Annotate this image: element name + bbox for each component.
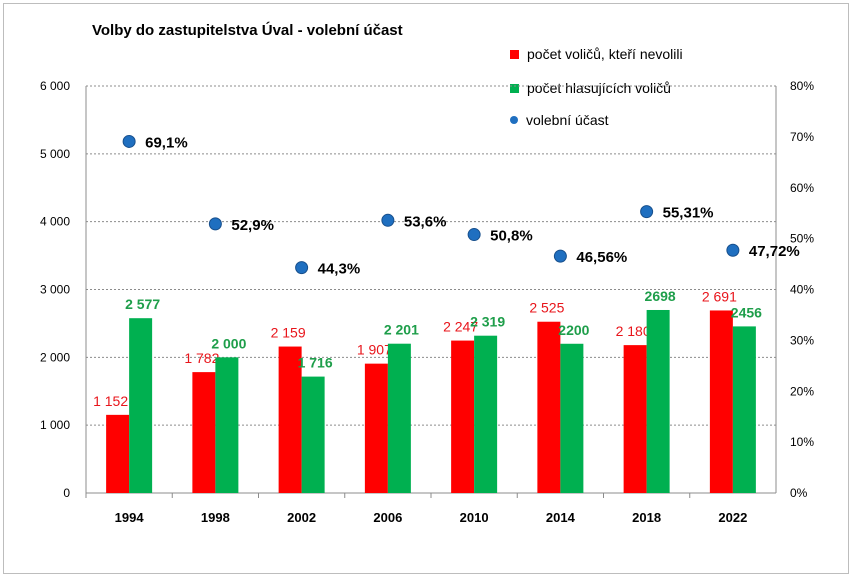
- data-label-nevolili: 2 525: [529, 300, 564, 316]
- data-label-hlasujici: 1 716: [298, 355, 333, 371]
- bar-hlasujici: [560, 343, 584, 493]
- bar-hlasujici: [474, 335, 498, 493]
- marker-ucast: [208, 217, 222, 231]
- y-tick-label: 2 000: [40, 350, 70, 364]
- chart-frame: [3, 3, 849, 574]
- data-label-ucast: 46,56%: [576, 249, 627, 266]
- data-label-ucast: 69,1%: [145, 134, 188, 151]
- chart-title: Volby do zastupitelstva Úval - volební ú…: [92, 22, 403, 39]
- x-tick-label: 1994: [115, 510, 145, 525]
- data-label-hlasujici: 2 201: [384, 322, 419, 338]
- x-tick-label: 2002: [287, 510, 316, 525]
- data-label-nevolili: 2 180: [616, 323, 651, 339]
- y2-tick-label: 50%: [790, 232, 814, 246]
- marker-ucast: [640, 205, 654, 219]
- x-tick-label: 2014: [546, 510, 576, 525]
- y-tick-label: 3 000: [40, 283, 70, 297]
- data-label-ucast: 53,6%: [404, 213, 447, 230]
- y2-tick-label: 70%: [790, 130, 814, 144]
- legend-item-hlasujici: počet hlasujících voličů: [510, 80, 671, 96]
- bar-hlasujici: [129, 318, 153, 493]
- data-label-nevolili: 1 782: [184, 350, 219, 366]
- bar-nevolili: [364, 363, 388, 493]
- data-label-ucast: 55,31%: [663, 205, 714, 222]
- y-tick-label: 4 000: [40, 215, 70, 229]
- legend-swatch-green: [510, 83, 519, 93]
- bar-hlasujici: [387, 343, 411, 493]
- data-label-hlasujici: 2698: [645, 288, 676, 304]
- bar-nevolili: [537, 321, 561, 493]
- y2-tick-label: 10%: [790, 435, 814, 449]
- y-tick-label: 5 000: [40, 147, 70, 161]
- y-tick-label: 0: [63, 486, 70, 500]
- bar-hlasujici: [646, 309, 670, 493]
- y-tick-label: 6 000: [40, 79, 70, 93]
- marker-ucast: [381, 213, 395, 227]
- y2-tick-label: 60%: [790, 181, 814, 195]
- data-label-hlasujici: 2200: [558, 322, 589, 338]
- data-label-ucast: 47,72%: [749, 243, 800, 260]
- x-tick-label: 2006: [373, 510, 402, 525]
- y-tick-label: 1 000: [40, 418, 70, 432]
- bar-hlasujici: [215, 357, 239, 493]
- legend-item-ucast: volební účast: [510, 112, 609, 128]
- bar-nevolili: [623, 345, 647, 493]
- legend-label-nevolili: počet voličů, kteří nevolili: [527, 46, 683, 62]
- y2-tick-label: 0%: [790, 486, 808, 500]
- data-label-nevolili: 2 691: [702, 288, 737, 304]
- x-tick-label: 2022: [718, 510, 747, 525]
- marker-ucast: [553, 249, 567, 263]
- data-label-hlasujici: 2 319: [470, 314, 505, 330]
- y2-tick-label: 40%: [790, 283, 814, 297]
- legend-swatch-red: [510, 49, 519, 59]
- legend-label-ucast: volební účast: [526, 112, 609, 128]
- data-label-nevolili: 2 247: [443, 319, 478, 335]
- marker-ucast: [467, 228, 481, 242]
- y2-tick-label: 80%: [790, 79, 814, 93]
- data-label-hlasujici: 2 577: [125, 296, 160, 312]
- bar-nevolili: [192, 372, 216, 493]
- data-label-hlasujici: 2 000: [211, 335, 246, 351]
- marker-ucast: [122, 134, 136, 148]
- x-tick-label: 1998: [201, 510, 230, 525]
- bar-nevolili: [709, 310, 733, 493]
- marker-ucast: [295, 261, 309, 275]
- bar-nevolili: [106, 414, 130, 493]
- x-tick-label: 2010: [460, 510, 489, 525]
- legend-item-nevolili: počet voličů, kteří nevolili: [510, 46, 683, 62]
- y2-tick-label: 30%: [790, 333, 814, 347]
- bar-hlasujici: [301, 376, 325, 493]
- data-label-ucast: 52,9%: [231, 217, 274, 234]
- data-label-nevolili: 1 152: [93, 393, 128, 409]
- marker-ucast: [726, 243, 740, 257]
- bar-nevolili: [278, 346, 302, 493]
- data-label-ucast: 50,8%: [490, 228, 533, 245]
- legend-marker-ucast: [510, 116, 518, 124]
- data-label-ucast: 44,3%: [318, 261, 361, 278]
- data-label-hlasujici: 2456: [731, 304, 762, 320]
- y2-tick-label: 20%: [790, 384, 814, 398]
- data-label-nevolili: 1 907: [357, 342, 392, 358]
- bar-hlasujici: [732, 326, 756, 493]
- data-label-nevolili: 2 159: [271, 325, 306, 341]
- bar-nevolili: [451, 340, 475, 493]
- legend-label-hlasujici: počet hlasujících voličů: [527, 80, 671, 96]
- x-tick-label: 2018: [632, 510, 661, 525]
